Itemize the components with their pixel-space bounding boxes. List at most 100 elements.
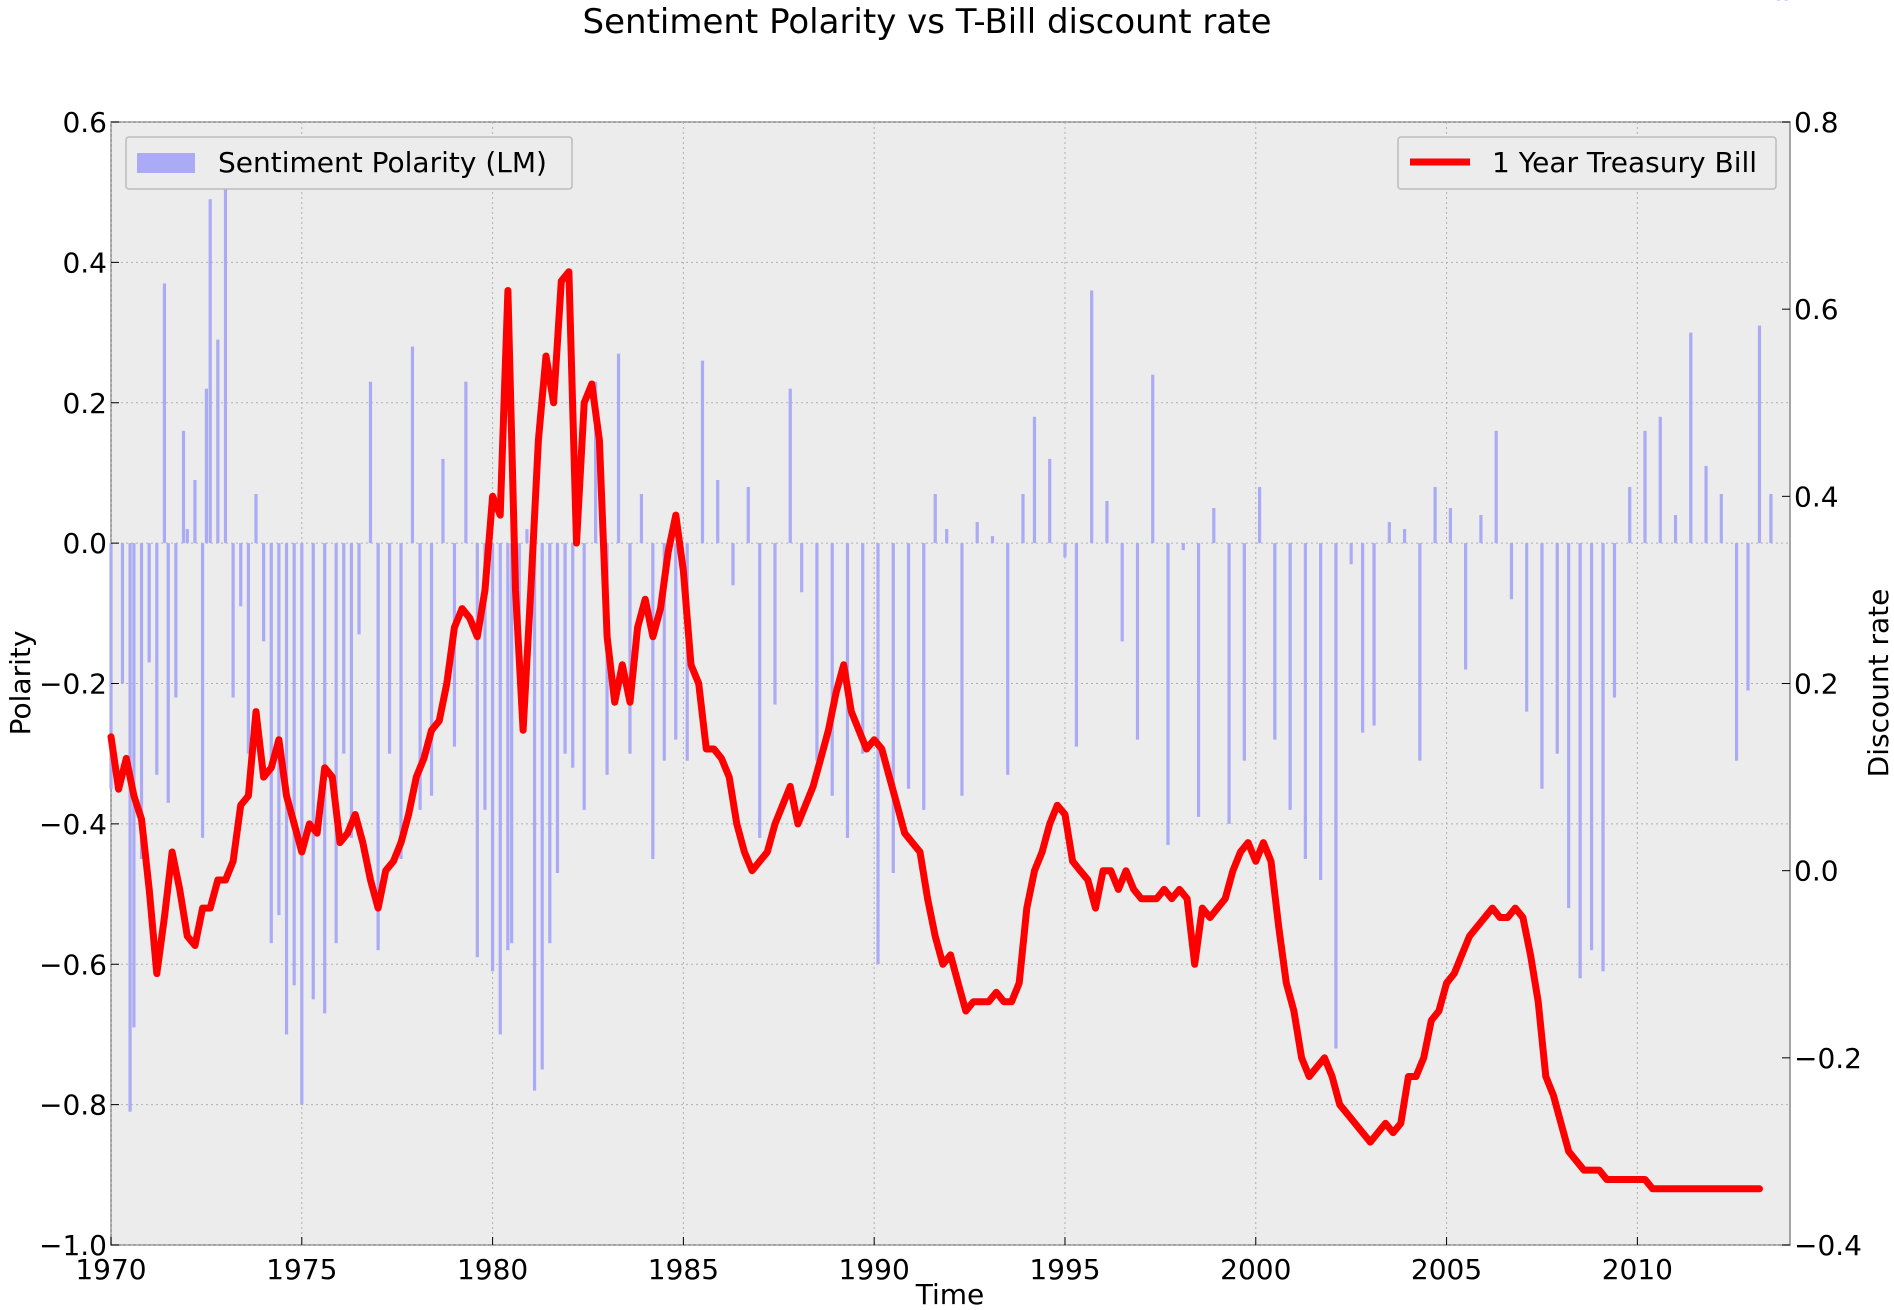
polarity-bar [1006, 543, 1010, 775]
right-tick-label: 0.4 [1794, 480, 1839, 513]
polarity-bar [1578, 543, 1582, 979]
polarity-bar [571, 543, 575, 768]
polarity-bar [174, 543, 178, 698]
polarity-bar [1032, 416, 1037, 544]
legend-left: Sentiment Polarity (LM) [125, 136, 573, 190]
polarity-bar [906, 543, 911, 789]
polarity-bar [616, 353, 621, 544]
left-tick-label: −0.2 [39, 668, 107, 701]
polarity-bar [1776, 0, 1781, 1]
polarity-bar [342, 543, 346, 754]
x-tick-label: 2005 [1411, 1253, 1482, 1286]
polarity-bar [1673, 515, 1678, 544]
legend-right-box [1397, 136, 1777, 190]
polarity-bar [1746, 543, 1750, 691]
polarity-bar [204, 388, 208, 544]
polarity-bar [193, 479, 197, 544]
polarity-bar [555, 543, 560, 874]
polarity-bar [334, 543, 338, 944]
polarity-bar [208, 199, 212, 544]
polarity-bar [1135, 543, 1140, 740]
polarity-bar [185, 529, 189, 544]
polarity-bar [1567, 543, 1571, 909]
x-tick-label: 1980 [457, 1253, 528, 1286]
polarity-bar [139, 543, 144, 859]
right-tick-label: −0.2 [1794, 1042, 1862, 1075]
polarity-bar [700, 360, 705, 544]
right-tick-label: 0.0 [1794, 855, 1839, 888]
polarity-bar [1212, 508, 1216, 544]
polarity-bar [292, 543, 296, 986]
treasury-bill-line [107, 268, 1763, 1193]
polarity-bar [1464, 543, 1468, 670]
right-tick-label: 0.6 [1794, 293, 1839, 326]
polarity-bar [639, 493, 644, 544]
polarity-bar [1196, 543, 1201, 817]
legend-right: 1 Year Treasury Bill [1397, 136, 1777, 190]
polarity-bar [418, 543, 422, 810]
polarity-bar [262, 543, 266, 642]
polarity-bar [1349, 543, 1353, 565]
polarity-bar [716, 479, 720, 544]
polarity-bar [933, 493, 937, 544]
polarity-bar [254, 493, 258, 544]
polarity-bar [1048, 458, 1052, 544]
x-tick-label: 1985 [648, 1253, 719, 1286]
left-tick-label: 0.6 [62, 106, 107, 139]
polarity-bar [166, 543, 170, 803]
x-axis-label: Time [915, 1278, 985, 1310]
polarity-bar [960, 543, 964, 796]
polarity-bar [155, 543, 159, 775]
polarity-bar [349, 543, 354, 838]
polarity-bar [376, 543, 380, 951]
polarity-bar [1433, 486, 1437, 544]
polarity-bar [239, 543, 243, 607]
polarity-bar [788, 388, 792, 544]
polarity-bar [1719, 493, 1723, 544]
polarity-bar [1628, 486, 1632, 544]
left-tick-label: −1.0 [39, 1229, 107, 1262]
x-tick-label: 1975 [266, 1253, 337, 1286]
polarity-bar [1612, 543, 1617, 698]
polarity-bar [109, 543, 113, 789]
polarity-bar [1242, 543, 1246, 761]
polarity-bar [269, 543, 273, 944]
polarity-bar [162, 283, 167, 544]
polarity-bar [1601, 543, 1605, 972]
polarity-bar [1704, 465, 1708, 544]
polarity-bar [1402, 529, 1407, 544]
polarity-bar [628, 543, 632, 754]
polarity-bar [1334, 543, 1338, 1049]
polarity-bar [1784, 0, 1788, 1]
polarity-bar [1372, 543, 1376, 726]
right-axis-ticks: −0.4 −0.2 0.0 0.2 0.4 0.6 0.8 [1782, 106, 1862, 1262]
polarity-bar [1734, 543, 1739, 761]
polarity-bar [731, 543, 735, 586]
polarity-bar [1689, 332, 1693, 544]
polarity-bar [1769, 493, 1773, 544]
polarity-bar [1090, 290, 1094, 544]
polarity-bar [1479, 515, 1483, 544]
x-tick-label: 2010 [1602, 1253, 1673, 1286]
right-tick-label: 0.8 [1794, 106, 1839, 139]
polarity-bar [922, 543, 926, 810]
polarity-bar [773, 543, 777, 705]
x-tick-label: 1990 [839, 1253, 910, 1286]
polarity-bar [1288, 543, 1292, 810]
x-tick-label: 1970 [75, 1253, 146, 1286]
polarity-bar [410, 346, 415, 544]
x-tick-label: 1995 [1029, 1253, 1100, 1286]
left-tick-label: 0.2 [62, 387, 107, 420]
polarity-bar [582, 543, 586, 810]
polarity-bar [429, 543, 434, 796]
polarity-bar [1387, 522, 1391, 544]
polarity-bar [387, 543, 392, 754]
polarity-bar [540, 543, 544, 1070]
polarity-bar [815, 543, 819, 761]
polarity-bar [1540, 543, 1544, 789]
left-axis-ticks: −1.0 −0.8 −0.6 −0.4 −0.2 0.0 0.2 0.4 0.6 [39, 106, 119, 1262]
left-tick-label: 0.4 [62, 246, 107, 279]
legend-label-treasury: 1 Year Treasury Bill [1492, 146, 1757, 179]
left-tick-label: −0.4 [39, 808, 107, 841]
polarity-bar [1658, 416, 1662, 544]
